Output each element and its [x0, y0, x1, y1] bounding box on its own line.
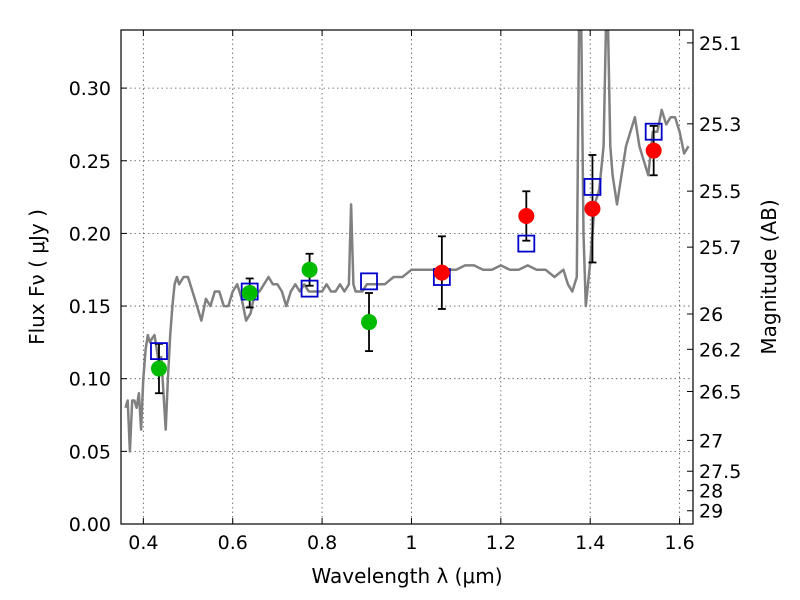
x-axis-label: Wavelength λ (μm)	[311, 564, 502, 588]
y2-tick-label: 27.5	[699, 461, 741, 483]
y2-axis-label: Magnitude (AB)	[757, 199, 781, 354]
y2-tick-label: 27	[699, 430, 723, 452]
y-axis-label: Flux Fν ( μJy )	[25, 209, 49, 345]
red-point	[518, 207, 535, 224]
y2-tick-label: 28	[699, 481, 723, 503]
spectrum-line	[124, 30, 690, 453]
x-tick-label: 1.4	[575, 532, 605, 554]
y2-tick-label: 25.1	[699, 33, 741, 55]
y2-tick-label: 25.3	[699, 114, 741, 136]
y2-tick-label: 25.7	[699, 237, 741, 259]
model-square	[300, 279, 319, 298]
y-tick-label: 0.30	[69, 78, 111, 100]
y-tick-label: 0.00	[69, 514, 111, 536]
data-marks	[124, 30, 690, 453]
axes: 0.4 0.6 0.8 1 1.2 1.4 1.6 0.00 0.05 0.10 0.15 0.20 0…	[69, 30, 741, 554]
y2-tick-label: 25.5	[699, 181, 741, 203]
x-tick-label: 1.2	[486, 532, 516, 554]
x-tick-label: 0.6	[218, 532, 248, 554]
x-tick-label: 0.4	[128, 532, 158, 554]
y-tick-label: 0.05	[69, 441, 111, 463]
x-tick-label: 0.8	[307, 532, 337, 554]
x-tick-label: 1	[405, 532, 417, 554]
green-point	[301, 261, 318, 278]
y2-tick-label: 26	[699, 304, 723, 326]
y-tick-label: 0.20	[69, 223, 111, 245]
red-point	[584, 200, 601, 217]
y-tick-label: 0.25	[69, 151, 111, 173]
model-square	[360, 272, 378, 291]
y2-tick-label: 29	[699, 501, 723, 523]
green-point	[150, 360, 167, 377]
y-tick-label: 0.15	[69, 296, 111, 318]
model-square	[517, 234, 536, 253]
model-square	[583, 178, 602, 196]
x-tick-label: 1.6	[664, 532, 694, 554]
y2-tick-label: 26.5	[699, 381, 741, 403]
green-point	[361, 314, 378, 331]
red-point	[433, 264, 450, 281]
plot-frame	[120, 29, 694, 525]
model-square	[644, 122, 663, 141]
model-square	[150, 342, 168, 361]
y-tick-label: 0.10	[69, 369, 111, 391]
green-point	[241, 284, 258, 301]
red-point	[645, 142, 662, 159]
y2-tick-label: 26.2	[699, 339, 741, 361]
grid-lines	[121, 30, 693, 525]
